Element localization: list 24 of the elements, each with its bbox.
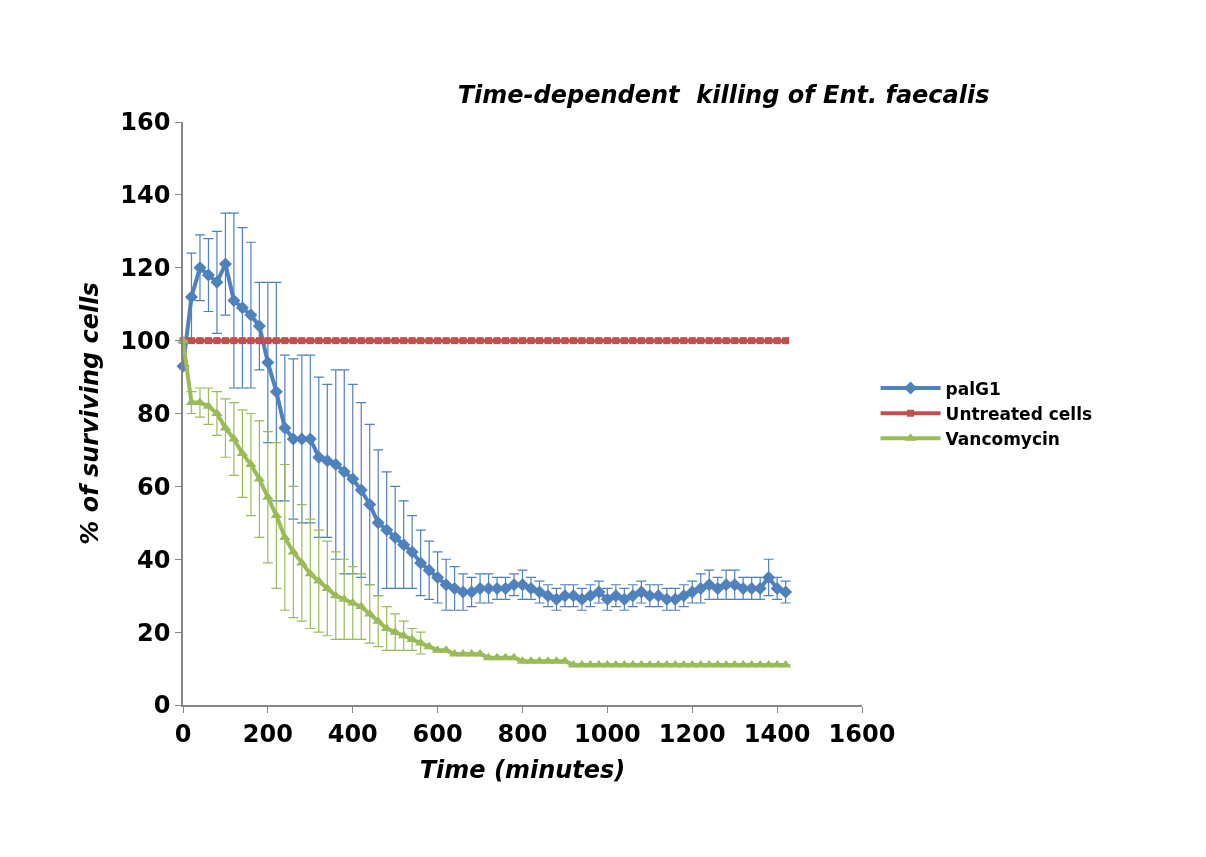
y-tick-label: 80	[137, 399, 171, 428]
legend-label: Untreated cells	[945, 403, 1093, 424]
x-tick-label: 1000	[573, 719, 641, 748]
x-tick-label: 200	[242, 719, 293, 748]
y-tick-label: 0	[153, 691, 171, 720]
x-tick-label: 1400	[743, 719, 811, 748]
y-tick-label: 100	[120, 327, 171, 356]
legend-label: Vancomycin	[945, 428, 1060, 449]
x-tick-label: 800	[497, 719, 548, 748]
x-axis-title: Time (minutes)	[419, 756, 626, 785]
x-tick-label: 1600	[828, 719, 896, 748]
chart-title: Time-dependent killing of Ent. faecalis	[457, 80, 990, 109]
x-tick-label: 600	[412, 719, 463, 748]
y-tick-label: 60	[137, 472, 171, 501]
y-tick-label: 120	[120, 254, 171, 283]
y-tick-label: 40	[137, 545, 171, 574]
legend-label: palG1	[945, 378, 1001, 399]
y-axis-title: % of surviving cells	[75, 282, 104, 545]
y-tick-label: 20	[137, 618, 171, 647]
y-tick-label: 160	[120, 108, 171, 137]
x-tick-label: 1200	[658, 719, 726, 748]
y-tick-label: 140	[120, 181, 171, 210]
x-tick-label: 0	[174, 719, 192, 748]
x-tick-label: 400	[327, 719, 378, 748]
